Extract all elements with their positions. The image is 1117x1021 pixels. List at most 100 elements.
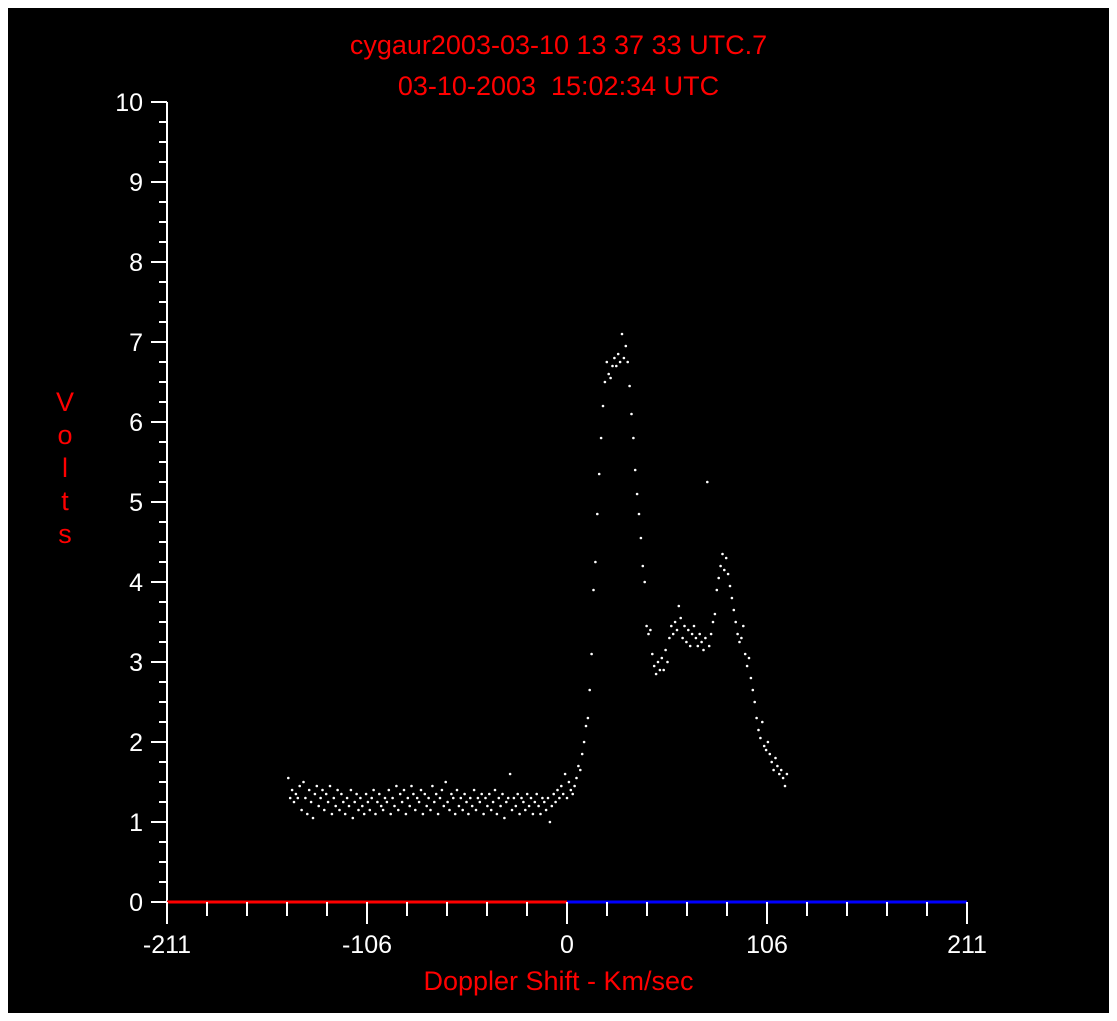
data-point <box>311 816 315 820</box>
data-point <box>751 688 755 692</box>
data-point <box>626 360 629 364</box>
y-axis-label-letter: s <box>58 519 72 549</box>
data-point <box>620 332 624 336</box>
data-point <box>675 628 679 632</box>
data-point <box>381 808 385 812</box>
data-point <box>552 792 555 796</box>
data-point <box>334 804 338 808</box>
data-point <box>307 788 311 792</box>
data-point <box>347 804 351 808</box>
y-tick-label: 2 <box>129 729 143 757</box>
data-point <box>332 796 336 800</box>
data-point <box>429 808 432 812</box>
data-point <box>582 740 586 744</box>
data-point <box>662 668 665 672</box>
data-point <box>679 616 682 620</box>
data-point <box>592 588 595 592</box>
data-points <box>287 332 789 824</box>
data-point <box>745 664 749 668</box>
data-point <box>378 792 381 796</box>
data-point <box>706 480 709 484</box>
data-point <box>687 628 690 632</box>
data-point <box>359 796 362 800</box>
y-tick-label: 0 <box>129 889 143 917</box>
data-point <box>726 572 730 576</box>
data-point <box>402 788 406 792</box>
data-point <box>560 784 563 788</box>
data-point <box>590 652 593 656</box>
data-point <box>749 676 753 680</box>
data-point <box>423 792 427 796</box>
x-tick-label: -211 <box>143 931 191 959</box>
data-point <box>671 632 675 636</box>
data-point <box>609 376 612 380</box>
data-point <box>537 804 540 808</box>
data-point <box>425 804 429 808</box>
y-axis-label-letter: o <box>57 420 73 450</box>
data-point <box>453 812 457 816</box>
data-point <box>601 404 605 408</box>
x-tick-label: -106 <box>342 931 392 959</box>
data-point <box>622 356 626 360</box>
data-point <box>463 792 466 796</box>
data-point <box>633 468 637 472</box>
data-point <box>615 364 618 368</box>
data-point <box>374 812 377 816</box>
data-point <box>571 792 574 796</box>
data-point <box>355 792 358 796</box>
data-point <box>510 808 514 812</box>
y-axis-label-letter: l <box>62 453 68 483</box>
data-point <box>719 564 722 568</box>
x-tick-label: 211 <box>947 931 987 959</box>
data-point <box>554 800 557 804</box>
data-point <box>688 644 692 648</box>
data-point <box>531 812 535 816</box>
data-point <box>328 784 332 788</box>
data-point <box>345 796 349 800</box>
data-point <box>448 808 451 812</box>
data-point <box>707 644 711 648</box>
data-point <box>611 364 614 368</box>
data-point <box>736 632 739 636</box>
y-axis-label-letter: V <box>55 387 74 417</box>
data-point <box>548 820 552 824</box>
data-point <box>324 792 328 796</box>
data-point <box>700 640 703 644</box>
data-point <box>379 804 383 808</box>
data-point <box>476 796 480 800</box>
data-point <box>431 784 434 788</box>
data-point <box>505 800 508 804</box>
data-point <box>368 808 372 812</box>
data-point <box>728 584 732 588</box>
data-point <box>452 796 455 800</box>
data-point <box>340 792 343 796</box>
data-point <box>474 808 478 812</box>
data-point <box>525 792 529 796</box>
data-point <box>704 636 707 640</box>
data-point <box>641 564 645 568</box>
y-tick-label: 1 <box>129 809 143 837</box>
data-point <box>467 812 470 816</box>
data-point <box>516 792 519 796</box>
data-point <box>759 736 762 740</box>
data-point <box>486 804 489 808</box>
data-point <box>743 652 747 656</box>
data-point <box>527 804 531 808</box>
data-point <box>613 356 616 360</box>
data-point <box>599 436 603 440</box>
data-point <box>398 792 402 796</box>
data-point <box>294 792 298 796</box>
data-point <box>673 620 677 624</box>
data-point <box>461 808 465 812</box>
data-point <box>484 796 487 800</box>
data-point <box>778 772 781 776</box>
data-point <box>694 636 698 640</box>
data-point <box>520 796 523 800</box>
data-point <box>514 804 518 808</box>
data-point <box>666 660 669 664</box>
data-point <box>372 788 375 792</box>
data-point <box>740 636 743 640</box>
data-point <box>709 632 713 636</box>
data-point <box>438 796 442 800</box>
chart-frame: cygaur2003-03-10 13 37 33 UTC.7 03-10-20… <box>8 8 1109 1013</box>
